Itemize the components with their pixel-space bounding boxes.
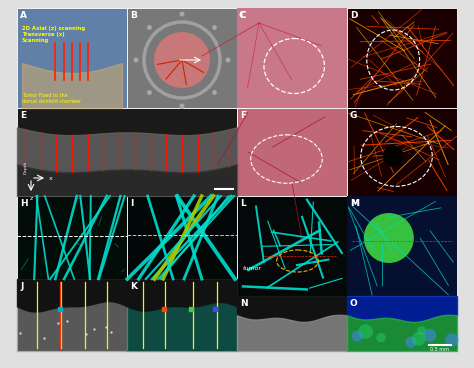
Circle shape xyxy=(212,90,217,95)
Circle shape xyxy=(352,330,363,342)
Circle shape xyxy=(180,103,184,109)
Text: C: C xyxy=(240,11,246,20)
Circle shape xyxy=(134,57,138,63)
Bar xyxy=(347,108,457,196)
Text: F: F xyxy=(240,111,246,120)
Bar xyxy=(347,196,457,296)
Bar xyxy=(237,8,347,108)
Circle shape xyxy=(154,32,210,88)
Circle shape xyxy=(180,11,184,17)
Text: E: E xyxy=(20,111,26,120)
Bar xyxy=(17,108,237,196)
Circle shape xyxy=(147,25,152,30)
Bar xyxy=(347,196,457,296)
Text: Depth: Depth xyxy=(24,161,28,174)
Circle shape xyxy=(423,329,436,342)
Bar xyxy=(17,8,127,108)
Text: K: K xyxy=(130,282,137,291)
Text: H: H xyxy=(20,199,27,208)
Bar xyxy=(347,296,457,351)
Bar xyxy=(237,8,347,108)
Text: D: D xyxy=(350,11,357,20)
Bar xyxy=(17,196,127,279)
Bar xyxy=(347,8,457,108)
Bar xyxy=(237,108,347,196)
Circle shape xyxy=(364,213,414,263)
Text: O: O xyxy=(350,299,358,308)
Text: A: A xyxy=(20,11,27,20)
Text: M: M xyxy=(350,199,359,208)
Circle shape xyxy=(226,57,230,63)
Text: x: x xyxy=(49,176,53,180)
Text: 0.5 mm: 0.5 mm xyxy=(430,347,449,352)
Text: B: B xyxy=(130,11,137,20)
Circle shape xyxy=(147,90,152,95)
Text: M: M xyxy=(350,199,359,208)
Bar xyxy=(127,8,237,108)
Text: Tumor Fixed to the
dorsal skinfold chamber: Tumor Fixed to the dorsal skinfold chamb… xyxy=(22,93,81,104)
Bar xyxy=(237,296,347,351)
Text: C: C xyxy=(239,11,246,20)
Text: L: L xyxy=(240,199,246,208)
Bar xyxy=(237,196,347,296)
Circle shape xyxy=(445,333,458,347)
Circle shape xyxy=(212,25,217,30)
Text: 2D Axial (z) scanning
Transverse (x)
Scanning: 2D Axial (z) scanning Transverse (x) Sca… xyxy=(22,26,85,43)
Circle shape xyxy=(358,324,373,339)
Text: tumor: tumor xyxy=(243,265,262,270)
Text: N: N xyxy=(240,299,247,308)
Text: J: J xyxy=(20,282,23,291)
Text: G: G xyxy=(350,111,357,120)
Circle shape xyxy=(406,337,417,348)
Circle shape xyxy=(412,332,426,346)
Bar xyxy=(17,279,127,351)
Bar xyxy=(127,279,237,351)
Circle shape xyxy=(376,333,386,343)
Text: z: z xyxy=(29,196,33,201)
Circle shape xyxy=(383,146,404,167)
Text: I: I xyxy=(130,199,133,208)
Bar xyxy=(127,196,237,279)
Circle shape xyxy=(417,326,426,335)
